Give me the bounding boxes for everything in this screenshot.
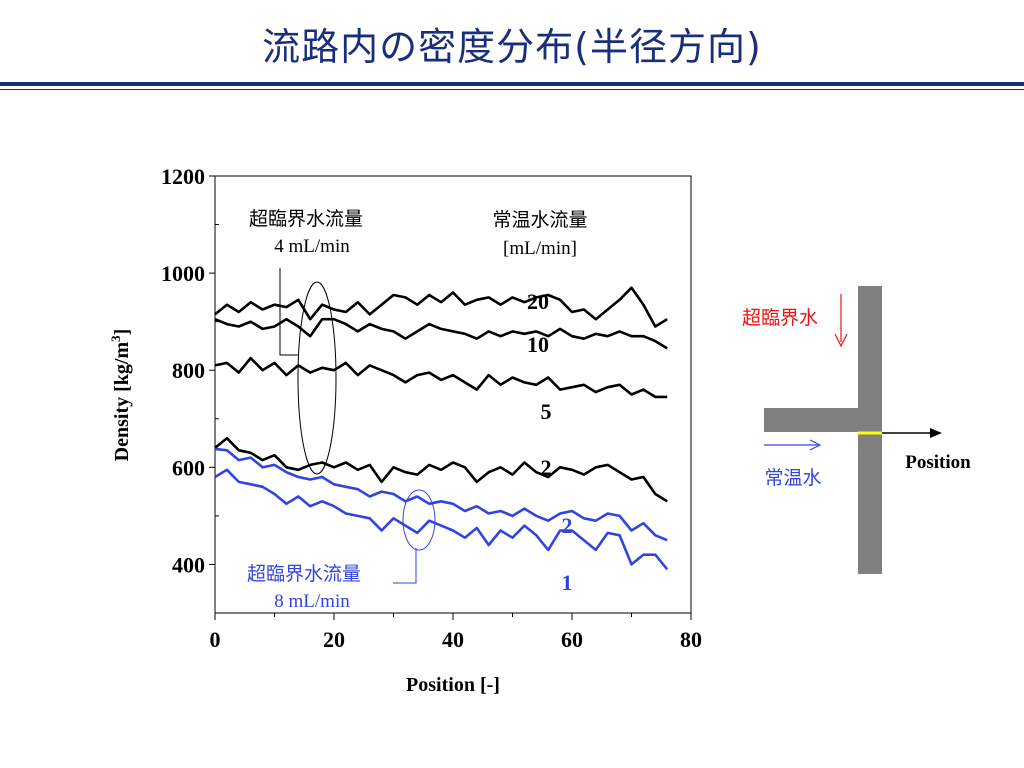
x-axis-title: Position [-] — [406, 674, 500, 696]
series-label-20: 20 — [527, 289, 549, 314]
schematic-rt-arrowhead — [809, 439, 822, 451]
annotation-4-leader — [279, 268, 298, 356]
title-rule-thin — [0, 89, 1024, 90]
series-line-5 — [214, 356, 668, 399]
series-line-2 — [214, 447, 668, 542]
series-line-1 — [214, 468, 669, 571]
x-tick-label: 80 — [680, 627, 702, 652]
legend-header-title: 常温水流量 — [492, 209, 587, 231]
y-tick-label: 1200 — [161, 164, 205, 189]
x-tick-label: 40 — [442, 627, 464, 652]
y-tick-label: 1000 — [161, 261, 205, 286]
series-label-1-blue: 1 — [562, 570, 573, 595]
legend-header-unit: [mL/min] — [503, 238, 577, 259]
x-tick-labels: 0 20 40 60 80 — [210, 627, 703, 652]
schematic-position-label: Position — [905, 452, 971, 473]
y-axis-title-main: Density [kg/m — [111, 342, 133, 462]
x-tick-label: 20 — [323, 627, 345, 652]
y-tick-label: 800 — [172, 358, 205, 383]
annotation-4-bg — [226, 204, 386, 256]
annotation-8-value: 8 mL/min — [274, 591, 350, 612]
schematic-sc-label: 超臨界水 — [742, 307, 818, 329]
axis-ticks — [209, 175, 692, 620]
y-axis-title: Density [kg/m3] — [108, 329, 133, 462]
annotation-8-title: 超臨界水流量 — [247, 563, 361, 585]
series-lines — [214, 286, 669, 571]
annotation-4-value: 4 mL/min — [274, 236, 350, 257]
annotation-8-leader — [393, 548, 417, 584]
annotation-4-ellipse — [297, 281, 337, 475]
y-tick-label: 400 — [172, 552, 205, 577]
series-label-2-black: 2 — [541, 455, 552, 480]
annotation-4-title: 超臨界水流量 — [249, 208, 363, 230]
annotation-8-ellipse — [402, 489, 436, 551]
y-axis-title-close: ] — [111, 329, 133, 336]
series-label-10: 10 — [527, 332, 549, 357]
y-axis-title-sup: 3 — [108, 335, 123, 342]
series-line-20 — [214, 286, 668, 328]
schematic-horizontal-pipe — [764, 408, 864, 432]
x-tick-label: 0 — [210, 627, 221, 652]
slide-title: 流路内の密度分布(半径方向) — [262, 25, 762, 69]
series-label-5: 5 — [541, 399, 552, 424]
y-tick-labels: 400 600 800 1000 1200 — [161, 164, 205, 577]
series-line-10 — [214, 317, 668, 350]
schematic-position-arrowhead — [930, 428, 942, 438]
series-line-2 — [214, 436, 668, 503]
title-rule — [0, 82, 1024, 86]
schematic-sc-arrowhead — [834, 333, 848, 348]
y-tick-label: 600 — [172, 455, 205, 480]
x-tick-label: 60 — [561, 627, 583, 652]
annotation-8-bg — [226, 558, 386, 612]
schematic-rt-label: 常温水 — [764, 467, 821, 489]
series-label-2-blue: 2 — [562, 513, 573, 538]
